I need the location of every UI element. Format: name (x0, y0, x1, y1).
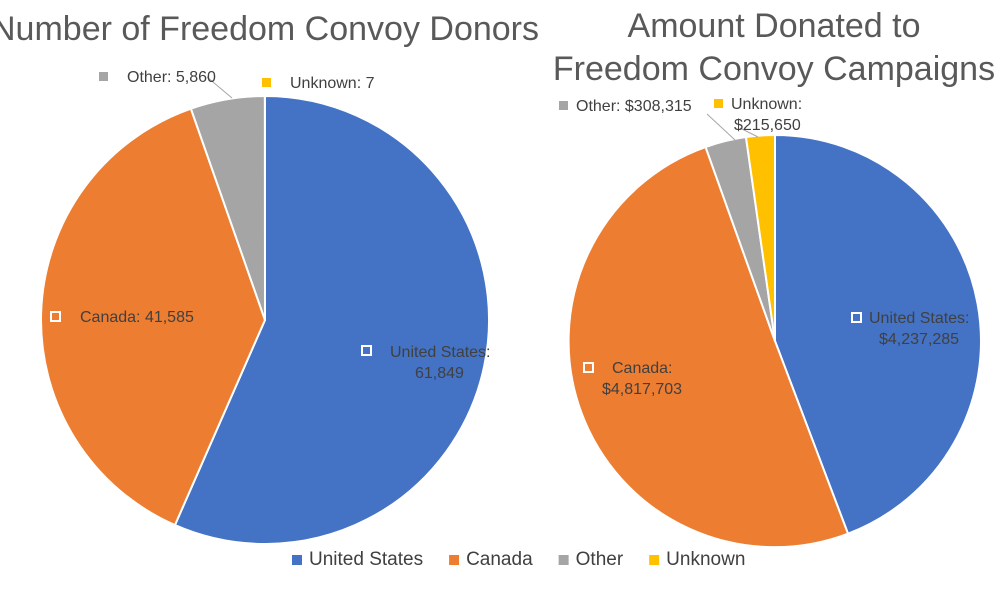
chart-title-line-2: Freedom Convoy Campaigns (553, 50, 995, 88)
legend-label-canada: Canada (466, 549, 533, 570)
pie-slice-canada (40, 107, 267, 527)
legend-label-unknown: Unknown (666, 549, 745, 570)
pie-slice-united-states (774, 133, 982, 535)
data-label-canada: Canada: $4,817,703 (602, 360, 682, 398)
pie-chart-1: Number of Freedom Convoy Donors United St… (0, 10, 539, 545)
data-label-other: Other: 5,860 (127, 69, 216, 86)
data-label-unknown: Unknown: 7 (290, 75, 375, 92)
legend-label-united-states: United States (309, 549, 423, 570)
pie-slice-canada (567, 145, 850, 549)
data-label-united-states: United States: $4,237,285 (869, 310, 970, 348)
data-label-marker-canada (50, 311, 61, 322)
data-label-unknown: Unknown: $215,650 (731, 96, 802, 134)
data-label-marker-unknown (262, 78, 271, 87)
data-label-marker-other (99, 72, 108, 81)
chart-title-line-1: Amount Donated to (628, 7, 921, 45)
legend: United States Canada Other Unknown (292, 549, 745, 570)
leader-line (206, 76, 233, 99)
legend-swatch-united-states (292, 555, 302, 565)
data-label-united-states: United States: 61,849 (390, 344, 491, 382)
legend-swatch-canada (449, 555, 460, 565)
data-label-other: Other: $308,315 (576, 98, 692, 115)
data-label-marker-other (559, 101, 568, 110)
leader-line (739, 127, 759, 138)
chart-title: Number of Freedom Convoy Donors (0, 10, 539, 48)
data-label-marker-canada (583, 362, 594, 373)
legend-swatch-unknown (649, 555, 660, 565)
legend-label-other: Other (576, 549, 624, 570)
pie-slice-unknown (744, 133, 776, 342)
data-label-marker-united-states (851, 312, 862, 323)
legend-swatch-other (558, 555, 569, 565)
data-label-marker-united-states (361, 345, 372, 356)
data-label-marker-unknown (714, 99, 723, 108)
leader-line (706, 113, 736, 141)
data-label-canada: Canada: 41,585 (80, 309, 194, 326)
pie-slice-united-states (173, 94, 490, 545)
pie-chart-2: Amount Donated to Freedom Convoy Campaign… (553, 7, 995, 549)
